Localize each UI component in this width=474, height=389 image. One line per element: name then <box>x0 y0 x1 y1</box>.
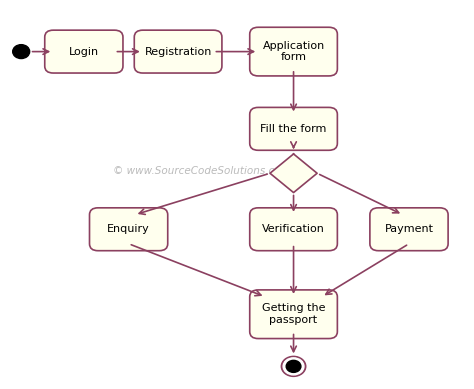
Polygon shape <box>270 154 317 193</box>
Text: Application
form: Application form <box>263 41 325 62</box>
FancyBboxPatch shape <box>134 30 222 73</box>
Text: Registration: Registration <box>145 47 212 56</box>
Text: © www.SourceCodeSolutions.co.cc: © www.SourceCodeSolutions.co.cc <box>113 166 295 176</box>
FancyBboxPatch shape <box>250 208 337 251</box>
FancyBboxPatch shape <box>45 30 123 73</box>
Circle shape <box>283 358 304 375</box>
FancyBboxPatch shape <box>250 107 337 150</box>
Text: Payment: Payment <box>384 224 434 234</box>
Text: Login: Login <box>69 47 99 56</box>
Text: Verification: Verification <box>262 224 325 234</box>
Circle shape <box>286 360 301 372</box>
Text: Fill the form: Fill the form <box>260 124 327 134</box>
Circle shape <box>13 45 30 59</box>
Text: Getting the
passport: Getting the passport <box>262 303 325 325</box>
Text: Enquiry: Enquiry <box>107 224 150 234</box>
Circle shape <box>281 356 306 377</box>
FancyBboxPatch shape <box>250 27 337 76</box>
FancyBboxPatch shape <box>250 290 337 338</box>
FancyBboxPatch shape <box>370 208 448 251</box>
FancyBboxPatch shape <box>90 208 168 251</box>
